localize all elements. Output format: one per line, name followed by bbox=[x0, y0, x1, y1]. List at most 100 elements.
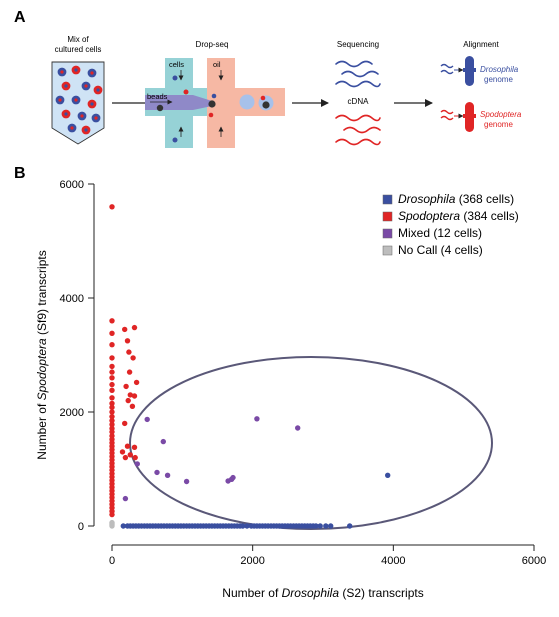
y-tick-labels: 0 2000 4000 6000 bbox=[60, 179, 84, 533]
panel-b-label: B bbox=[14, 165, 26, 182]
y-tick-marks bbox=[88, 183, 94, 527]
mixed-point bbox=[164, 472, 171, 478]
legend-swatch-mixed bbox=[382, 228, 393, 239]
legend-count: Mixed (12 cells) bbox=[398, 226, 482, 240]
cell-nucleus bbox=[70, 126, 74, 130]
spodoptera-point bbox=[122, 326, 128, 333]
spodoptera-alignment bbox=[440, 102, 476, 132]
drosophila-genome-line1: Drosophila bbox=[480, 65, 519, 74]
y-tick-label: 6000 bbox=[60, 179, 84, 191]
cell-nucleus bbox=[74, 98, 78, 102]
cell-nucleus bbox=[64, 112, 68, 116]
spodoptera-point bbox=[133, 379, 140, 386]
droplet bbox=[239, 94, 255, 110]
oil-label: oil bbox=[213, 60, 221, 69]
spodoptera-read-small bbox=[440, 115, 454, 121]
legend-species: Spodoptera bbox=[398, 209, 460, 223]
mixed-point bbox=[160, 438, 166, 445]
spodoptera-point bbox=[109, 381, 115, 388]
nocall-point bbox=[109, 523, 115, 529]
y-axis-label: Number of Spodoptera (Sf9) transcripts bbox=[35, 250, 49, 459]
panel-a-label: A bbox=[14, 9, 26, 26]
mix-title-line1: Mix of bbox=[67, 35, 89, 44]
x-tick-marks bbox=[111, 545, 535, 551]
y-axis-label-italic: Spodoptera bbox=[35, 338, 49, 400]
spodoptera-point bbox=[124, 338, 131, 344]
drosophila-read bbox=[335, 80, 381, 88]
drosophila-genome-line2: genome bbox=[484, 75, 513, 84]
scatter-points bbox=[109, 204, 391, 529]
drosophila-point bbox=[385, 472, 391, 478]
mixed-point bbox=[183, 478, 190, 485]
x-tick-label: 2000 bbox=[240, 555, 264, 567]
legend-swatch-drosophila bbox=[382, 194, 393, 205]
spodoptera-point bbox=[109, 417, 115, 424]
cell-nucleus bbox=[84, 84, 88, 88]
spodoptera-point bbox=[109, 342, 115, 348]
drosophila-read-small bbox=[440, 63, 454, 69]
spodoptera-point bbox=[109, 409, 115, 415]
x-tick-label: 4000 bbox=[381, 555, 405, 567]
sequencing-title: Sequencing bbox=[337, 40, 379, 49]
spodoptera-point bbox=[109, 511, 115, 518]
chromosome-band bbox=[463, 68, 476, 72]
drosophila-point bbox=[347, 523, 353, 529]
drosophila-read bbox=[335, 60, 373, 68]
legend-swatch-nocall bbox=[382, 245, 393, 256]
y-tick-label: 0 bbox=[78, 521, 84, 533]
cell-nucleus bbox=[58, 98, 62, 102]
mixed-point bbox=[154, 469, 160, 476]
red-cell bbox=[208, 112, 214, 118]
spodoptera-point bbox=[109, 330, 115, 336]
blue-cell bbox=[172, 75, 178, 81]
mixed-point bbox=[144, 416, 150, 423]
legend-count: (368 cells) bbox=[455, 192, 514, 206]
spodoptera-point bbox=[122, 454, 129, 461]
x-axis-label: Number of Drosophila (S2) transcripts bbox=[222, 586, 423, 600]
cell-nucleus bbox=[80, 114, 84, 118]
spodoptera-point bbox=[109, 400, 115, 407]
spodoptera-point bbox=[109, 318, 115, 324]
spodoptera-read bbox=[335, 138, 381, 146]
spodoptera-point bbox=[109, 404, 115, 411]
alignment-title: Alignment bbox=[463, 40, 499, 49]
cell-nucleus bbox=[96, 88, 100, 92]
cells-label: cells bbox=[169, 60, 184, 69]
drosophila-point bbox=[328, 523, 334, 529]
spodoptera-point bbox=[109, 363, 115, 370]
y-axis-label-prefix: Number of bbox=[35, 400, 49, 459]
x-tick-label: 0 bbox=[109, 555, 115, 567]
bead bbox=[156, 104, 164, 112]
spodoptera-point bbox=[131, 324, 138, 331]
spodoptera-point bbox=[109, 204, 115, 210]
spodoptera-point bbox=[109, 387, 115, 393]
legend-entry-mixed: Mixed (12 cells) bbox=[398, 226, 482, 240]
spodoptera-read-small bbox=[440, 109, 454, 115]
spodoptera-point bbox=[109, 355, 115, 361]
spodoptera-point bbox=[109, 395, 115, 401]
chart-axes bbox=[93, 184, 534, 546]
legend-count: (384 cells) bbox=[460, 209, 519, 223]
cell-nucleus bbox=[90, 102, 94, 106]
cell-nucleus bbox=[64, 84, 68, 88]
spodoptera-read bbox=[335, 114, 381, 122]
x-tick-label: 6000 bbox=[522, 555, 546, 567]
spodoptera-point bbox=[127, 452, 133, 458]
cell-nucleus bbox=[74, 68, 78, 72]
mixed-point bbox=[122, 495, 129, 502]
bead bbox=[208, 100, 216, 108]
legend-entry-nocall: No Call (4 cells) bbox=[398, 243, 483, 257]
y-tick-label: 4000 bbox=[60, 293, 84, 305]
legend: Drosophila (368 cells) Spodoptera (384 ce… bbox=[382, 192, 519, 257]
drosophila-alignment bbox=[440, 56, 476, 86]
legend-swatch-spodoptera bbox=[382, 211, 393, 222]
spodoptera-point bbox=[109, 413, 115, 420]
x-axis-label-prefix: Number of bbox=[222, 586, 281, 600]
y-tick-label: 2000 bbox=[60, 407, 84, 419]
spodoptera-point bbox=[123, 383, 129, 390]
bead-in-droplet bbox=[262, 101, 270, 109]
spodoptera-point bbox=[130, 355, 136, 361]
x-axis-label-suffix: (S2) transcripts bbox=[339, 586, 424, 600]
cell-in-droplet bbox=[260, 95, 266, 101]
